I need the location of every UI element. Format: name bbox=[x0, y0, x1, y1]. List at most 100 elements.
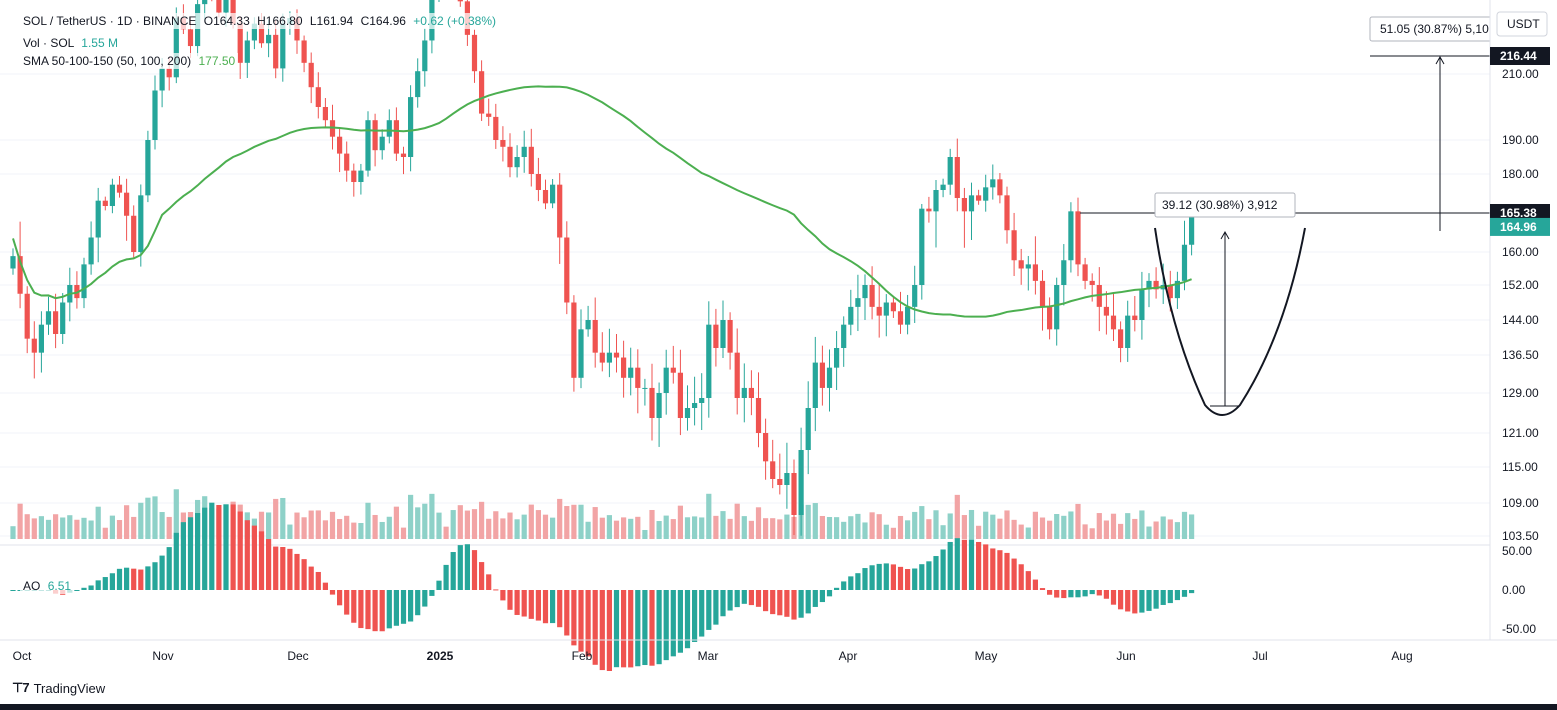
close-value: C164.96 bbox=[360, 14, 406, 28]
candle-body bbox=[358, 170, 364, 183]
candle-body bbox=[415, 71, 421, 98]
time-tick-label: Dec bbox=[287, 649, 308, 663]
candle-body bbox=[784, 473, 790, 485]
candle-body bbox=[258, 23, 265, 44]
cup-pattern-curve bbox=[1154, 227, 1306, 416]
candle-body bbox=[677, 372, 683, 418]
ao-bar bbox=[1125, 590, 1131, 612]
ao-bar bbox=[344, 590, 350, 615]
ao-bar bbox=[798, 590, 804, 618]
ao-bar bbox=[635, 590, 641, 667]
candle-body bbox=[869, 285, 875, 307]
volume-bar bbox=[152, 496, 158, 539]
candle-body bbox=[848, 306, 854, 325]
ao-bar bbox=[734, 590, 740, 608]
candle-body bbox=[990, 179, 996, 188]
candle-body bbox=[819, 362, 825, 388]
ao-bar bbox=[315, 571, 321, 590]
candle-body bbox=[770, 461, 776, 479]
tradingview-logo[interactable]: ⊤7 TradingView bbox=[12, 680, 105, 696]
volume-bar bbox=[777, 519, 783, 539]
ao-bar bbox=[663, 590, 669, 661]
candle-body bbox=[301, 40, 307, 63]
ao-bar bbox=[741, 590, 747, 604]
volume-bar bbox=[436, 512, 442, 539]
candle-body bbox=[713, 324, 719, 348]
volume-bar bbox=[571, 504, 577, 539]
candle-body bbox=[734, 352, 740, 398]
ao-bar bbox=[706, 590, 712, 630]
time-tick-label: Jun bbox=[1116, 649, 1135, 663]
candle-body bbox=[1054, 285, 1060, 330]
ao-label[interactable]: AO bbox=[23, 579, 41, 593]
ao-bar bbox=[1174, 590, 1180, 601]
candle-body bbox=[606, 352, 612, 363]
volume-bar bbox=[358, 522, 364, 539]
ao-bar bbox=[1160, 590, 1166, 605]
ao-bar bbox=[202, 507, 208, 590]
volume-bar bbox=[727, 518, 733, 539]
volume-bar bbox=[24, 514, 30, 539]
ao-bar bbox=[287, 548, 293, 590]
ao-bar bbox=[166, 547, 172, 590]
symbol-label[interactable]: SOL / TetherUS · 1D · BINANCE bbox=[23, 14, 197, 28]
candle-body bbox=[954, 157, 960, 199]
candle-body bbox=[514, 157, 520, 168]
candle-body bbox=[17, 256, 23, 294]
volume-bar bbox=[741, 516, 747, 539]
volume-bar bbox=[1125, 513, 1131, 539]
volume-bar bbox=[961, 515, 967, 539]
candle-body bbox=[1189, 215, 1195, 245]
volume-bar bbox=[116, 520, 123, 539]
ao-bar bbox=[124, 567, 130, 590]
candle-body bbox=[379, 136, 385, 151]
price-tick-label: 144.00 bbox=[1502, 313, 1539, 327]
volume-bar bbox=[1047, 520, 1053, 539]
candle-body bbox=[386, 120, 392, 137]
volume-bar bbox=[784, 514, 790, 539]
volume-bar bbox=[329, 511, 336, 539]
ao-bar bbox=[883, 563, 889, 590]
ao-bar bbox=[784, 590, 790, 617]
last-price-tag: 164.96 bbox=[1500, 220, 1537, 234]
ao-bar bbox=[1181, 590, 1188, 597]
volume-bar bbox=[933, 510, 939, 539]
target-price-tag: 216.44 bbox=[1500, 49, 1537, 63]
candle-body bbox=[798, 450, 804, 515]
candle-body bbox=[947, 157, 953, 185]
ao-bar bbox=[1047, 590, 1053, 595]
level-price-tag: 165.38 bbox=[1500, 206, 1537, 220]
ao-bar bbox=[422, 590, 428, 607]
candle-body bbox=[755, 398, 762, 433]
ao-bar bbox=[180, 522, 186, 590]
volume-bar bbox=[1167, 519, 1173, 539]
ao-bar bbox=[777, 590, 783, 616]
candle-body bbox=[159, 68, 165, 91]
ao-bar bbox=[656, 590, 662, 665]
time-tick-label: Apr bbox=[839, 649, 858, 663]
ao-bar bbox=[507, 590, 513, 610]
sma-label[interactable]: SMA 50-100-150 (50, 100, 200) bbox=[23, 54, 192, 68]
candle-body bbox=[997, 179, 1003, 196]
volume-bar bbox=[983, 511, 989, 539]
candle-body bbox=[1103, 306, 1109, 316]
candle-body bbox=[826, 367, 833, 388]
candle-body bbox=[692, 403, 698, 408]
candle-body bbox=[983, 187, 989, 201]
volume-bar bbox=[642, 529, 648, 539]
ao-bar bbox=[138, 569, 144, 590]
candle-body bbox=[60, 302, 66, 334]
volume-bar bbox=[479, 501, 485, 539]
volume-bar bbox=[10, 526, 16, 539]
price-tick-label: 103.50 bbox=[1502, 529, 1539, 543]
volume-bar bbox=[550, 517, 556, 539]
ao-bar bbox=[592, 590, 598, 665]
vol-label[interactable]: Vol · SOL bbox=[23, 36, 74, 50]
candle-body bbox=[251, 23, 257, 41]
candle-body bbox=[912, 285, 918, 307]
ao-bar bbox=[855, 573, 861, 590]
volume-bar bbox=[656, 521, 662, 539]
ao-bar bbox=[834, 587, 840, 590]
